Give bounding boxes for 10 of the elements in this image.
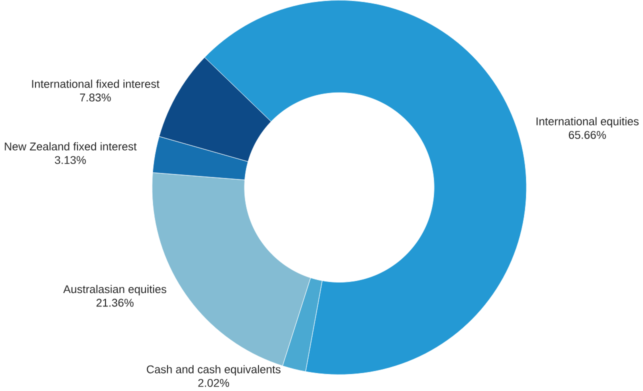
- slice-label: International fixed interest: [32, 80, 160, 88]
- data-label: 7.83%: [80, 94, 111, 102]
- data-label: 65.66%: [568, 131, 606, 139]
- slice-label: New Zealand fixed interest: [4, 142, 137, 151]
- data-label: 3.13%: [54, 156, 86, 164]
- data-label: 2.02%: [198, 379, 230, 387]
- slice-label: Cash and cash equivalents: [146, 365, 281, 376]
- slice-label: Australasian equities: [63, 285, 166, 296]
- slice-label: International equities: [536, 117, 639, 128]
- data-label: 21.36%: [96, 298, 134, 307]
